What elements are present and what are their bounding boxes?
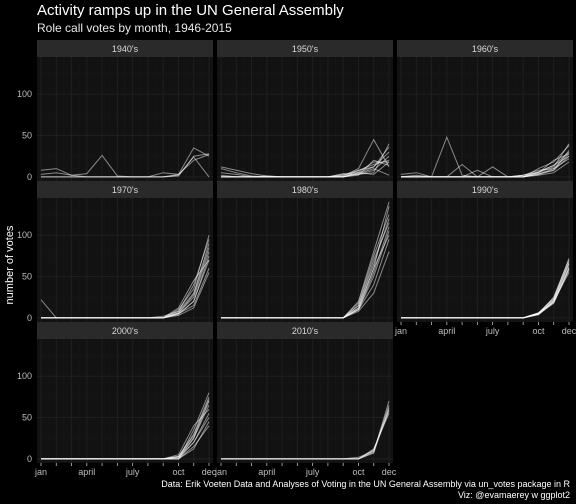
x-tick-label: dec <box>562 326 576 336</box>
caption-credit: Viz: @evamaerey w ggplot2 <box>457 490 570 500</box>
x-tick-label: oct <box>532 326 545 336</box>
y-tick-label: 0 <box>27 313 32 323</box>
x-tick-label: april <box>258 467 275 477</box>
facet-label: 1940's <box>112 44 139 54</box>
facet-label: 1960's <box>472 44 499 54</box>
facet-strip <box>397 181 573 198</box>
facet-panel: 2000's 0 50 100 jan april july oct dec <box>17 322 217 477</box>
y-tick-label: 50 <box>22 413 32 423</box>
x-tick-label: april <box>438 326 455 336</box>
x-tick-label: dec <box>202 467 217 477</box>
x-tick-label: jan <box>34 467 47 477</box>
chart-title: Activity ramps up in the UN General Asse… <box>37 2 344 19</box>
series-line <box>41 399 210 460</box>
facet-panel: 1990's jan april july oct dec <box>394 181 576 336</box>
x-tick-label: jan <box>214 467 227 477</box>
facet-label: 1990's <box>472 185 499 195</box>
facet-panel: 1960's <box>397 40 573 181</box>
y-tick-label: 100 <box>17 371 32 381</box>
facet-panel: 1950's <box>217 40 393 181</box>
series-line <box>221 230 390 319</box>
x-tick-label: dec <box>382 467 397 477</box>
series-line <box>41 259 210 319</box>
y-tick-label: 0 <box>27 454 32 464</box>
y-tick-label: 0 <box>27 172 32 182</box>
facet-strip <box>217 40 393 57</box>
facet-label: 2000's <box>112 326 139 336</box>
caption-data-source: Data: Erik Voeten Data and Analyses of V… <box>161 479 570 489</box>
facet-strip <box>217 181 393 198</box>
series-line <box>401 153 570 178</box>
facet-panel: 1940's 0 50 100 <box>17 40 213 182</box>
series-line <box>41 154 210 178</box>
series-line <box>221 161 390 178</box>
x-tick-label: oct <box>172 467 185 477</box>
facet-label: 1980's <box>292 185 319 195</box>
series-line <box>401 268 570 319</box>
facet-panel: 1970's 0 50 100 <box>17 181 213 323</box>
facet-label: 1950's <box>292 44 319 54</box>
x-tick-label: oct <box>352 467 365 477</box>
facet-strip <box>37 322 213 339</box>
x-tick-label: july <box>305 467 320 477</box>
y-tick-label: 100 <box>17 230 32 240</box>
x-tick-label: july <box>125 467 140 477</box>
facet-label: 2010's <box>292 326 319 336</box>
facet-label: 1970's <box>112 185 139 195</box>
x-tick-label: jan <box>394 326 407 336</box>
y-axis-title: number of votes <box>4 225 16 304</box>
y-tick-label: 50 <box>22 131 32 141</box>
series-line <box>221 407 390 460</box>
x-tick-label: april <box>78 467 95 477</box>
y-tick-label: 50 <box>22 272 32 282</box>
facet-strip <box>397 40 573 57</box>
facet-strip <box>217 322 393 339</box>
x-tick-label: july <box>485 326 500 336</box>
facet-strip <box>37 40 213 57</box>
facet-panel: 1980's <box>217 181 393 322</box>
chart-subtitle: Role call votes by month, 1946-2015 <box>37 21 232 35</box>
facet-strip <box>37 181 213 198</box>
y-tick-label: 100 <box>17 89 32 99</box>
facet-panel: 2010's jan april july oct dec <box>214 322 397 477</box>
